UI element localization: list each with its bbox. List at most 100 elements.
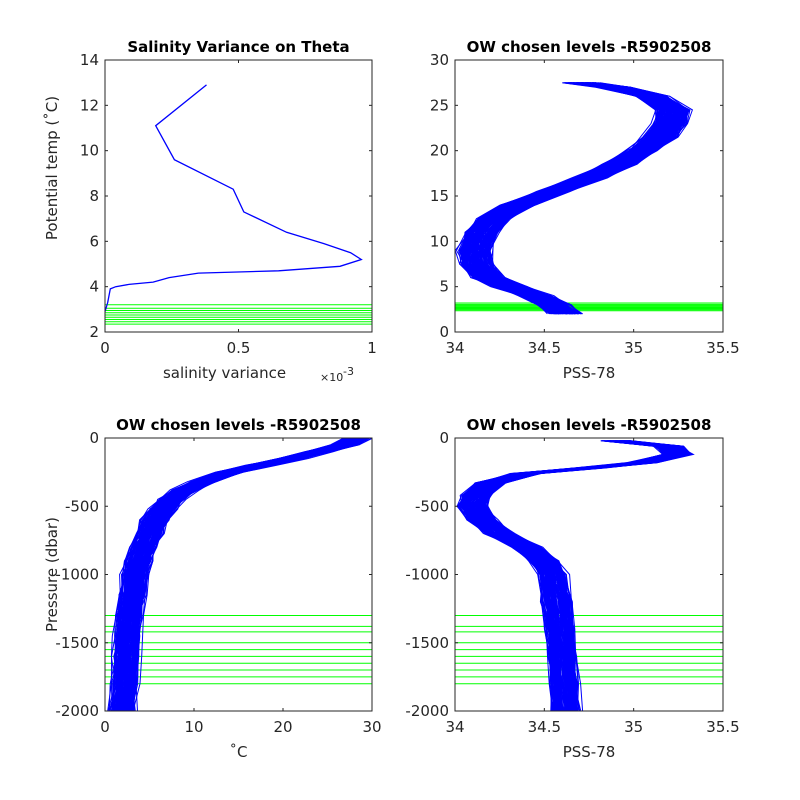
y-tick-label: 15 bbox=[430, 187, 449, 205]
profile-line bbox=[484, 82, 685, 315]
x-tick-label: 35 bbox=[624, 339, 643, 357]
profile-line bbox=[481, 82, 686, 315]
profile-lines bbox=[455, 82, 694, 315]
profile-line bbox=[479, 82, 683, 315]
profile-line bbox=[458, 82, 663, 315]
x-axis-label: ˚C bbox=[230, 743, 248, 761]
x-tick-label: 0.5 bbox=[227, 339, 251, 357]
x-tick-label: 10 bbox=[184, 718, 203, 736]
y-tick-label: 10 bbox=[430, 232, 449, 250]
y-tick-label: 14 bbox=[80, 51, 99, 69]
profile-line bbox=[482, 82, 681, 315]
profile-line bbox=[480, 82, 682, 315]
x-axis-label: PSS-78 bbox=[563, 743, 616, 761]
chart-panel-3: 0 10 20 30 -2000 -1500 -1000 -500 0 OW chosen lev… bbox=[43, 416, 382, 761]
plot-area bbox=[105, 84, 372, 325]
profile-line bbox=[482, 82, 681, 315]
y-tick-label: -2000 bbox=[405, 702, 449, 720]
y-tick-label: 30 bbox=[430, 51, 449, 69]
y-tick-label: 2 bbox=[89, 323, 99, 341]
profile-line bbox=[483, 82, 685, 315]
plot-area bbox=[455, 82, 723, 315]
y-tick-label: -2000 bbox=[55, 702, 99, 720]
profile-line bbox=[475, 440, 681, 711]
y-tick-label: 6 bbox=[89, 232, 99, 250]
x-tick-label: 35.5 bbox=[706, 339, 739, 357]
y-tick-label: 0 bbox=[439, 429, 449, 447]
y-tick-label: -500 bbox=[65, 497, 99, 515]
profile-line bbox=[481, 82, 687, 315]
profile-line bbox=[482, 82, 687, 315]
data-series-line bbox=[105, 84, 363, 312]
y-tick-label: 4 bbox=[89, 278, 99, 296]
x-tick-label: 35.5 bbox=[706, 718, 739, 736]
profile-line bbox=[481, 82, 679, 315]
chart-title: OW chosen levels -R5902508 bbox=[467, 38, 712, 56]
chart-title: OW chosen levels -R5902508 bbox=[116, 416, 361, 434]
x-axis-multiplier: ×10 bbox=[320, 371, 343, 384]
plot-area bbox=[105, 438, 372, 711]
chart-panel-4: 34 34.5 35 35.5 -2000 -1500 -1000 -500 0 OW chose… bbox=[405, 416, 739, 761]
profile-line bbox=[482, 82, 682, 315]
profile-line bbox=[483, 82, 685, 315]
profile-line bbox=[483, 82, 685, 315]
profile-line bbox=[484, 82, 682, 315]
x-tick-label: 30 bbox=[362, 718, 381, 736]
y-tick-label: 0 bbox=[89, 429, 99, 447]
y-tick-label: -1500 bbox=[55, 634, 99, 652]
y-axis-label: Pressure (dbar) bbox=[43, 517, 61, 632]
y-tick-label: 25 bbox=[430, 96, 449, 114]
profile-line bbox=[484, 440, 687, 711]
y-tick-label: 10 bbox=[80, 142, 99, 160]
profile-line bbox=[480, 82, 680, 315]
axes-box bbox=[454, 59, 724, 333]
profile-line bbox=[127, 438, 366, 711]
chart-panel-2: 34 34.5 35 35.5 0 5 10 15 20 25 30 OW chosen levels… bbox=[430, 38, 740, 382]
profile-lines bbox=[456, 440, 695, 711]
x-tick-label: 1 bbox=[367, 339, 377, 357]
profile-line bbox=[473, 82, 673, 315]
y-tick-label: 20 bbox=[430, 142, 449, 160]
axes-box bbox=[104, 59, 373, 333]
chart-title: OW chosen levels -R5902508 bbox=[467, 416, 712, 434]
profile-line bbox=[118, 438, 354, 711]
x-tick-label: 35 bbox=[624, 718, 643, 736]
profile-line bbox=[480, 82, 685, 315]
x-tick-label: 0 bbox=[100, 718, 110, 736]
chart-title: Salinity Variance on Theta bbox=[127, 38, 349, 56]
x-tick-label: 34.5 bbox=[528, 339, 561, 357]
x-tick-label: 34 bbox=[445, 718, 464, 736]
profile-lines bbox=[107, 438, 372, 711]
x-axis-label: PSS-78 bbox=[563, 364, 616, 382]
x-axis-multiplier-exponent: -3 bbox=[343, 365, 354, 378]
y-tick-label: 8 bbox=[89, 187, 99, 205]
profile-line bbox=[487, 82, 685, 315]
y-tick-label: -1000 bbox=[55, 566, 99, 584]
y-tick-label: -1000 bbox=[405, 566, 449, 584]
profile-line bbox=[482, 82, 682, 315]
profile-line bbox=[481, 82, 686, 315]
x-axis-label: salinity variance bbox=[163, 364, 286, 382]
x-tick-label: 34.5 bbox=[528, 718, 561, 736]
profile-line bbox=[480, 82, 679, 315]
y-tick-label: -1500 bbox=[405, 634, 449, 652]
profile-line bbox=[481, 82, 678, 315]
profile-line bbox=[110, 438, 349, 711]
y-tick-label: 12 bbox=[80, 96, 99, 114]
profile-line bbox=[462, 82, 665, 315]
plot-area bbox=[455, 440, 723, 711]
x-tick-label: 20 bbox=[273, 718, 292, 736]
profile-line bbox=[476, 82, 674, 315]
y-tick-label: 0 bbox=[439, 323, 449, 341]
y-tick-label: -500 bbox=[415, 497, 449, 515]
y-tick-label: 5 bbox=[439, 278, 449, 296]
y-axis-label: Potential temp (˚C) bbox=[43, 96, 61, 240]
x-tick-label: 34 bbox=[445, 339, 464, 357]
profile-line bbox=[482, 82, 681, 315]
profile-line bbox=[484, 82, 680, 315]
x-tick-label: 0 bbox=[100, 339, 110, 357]
profile-line bbox=[481, 82, 679, 315]
profile-line bbox=[481, 82, 685, 315]
